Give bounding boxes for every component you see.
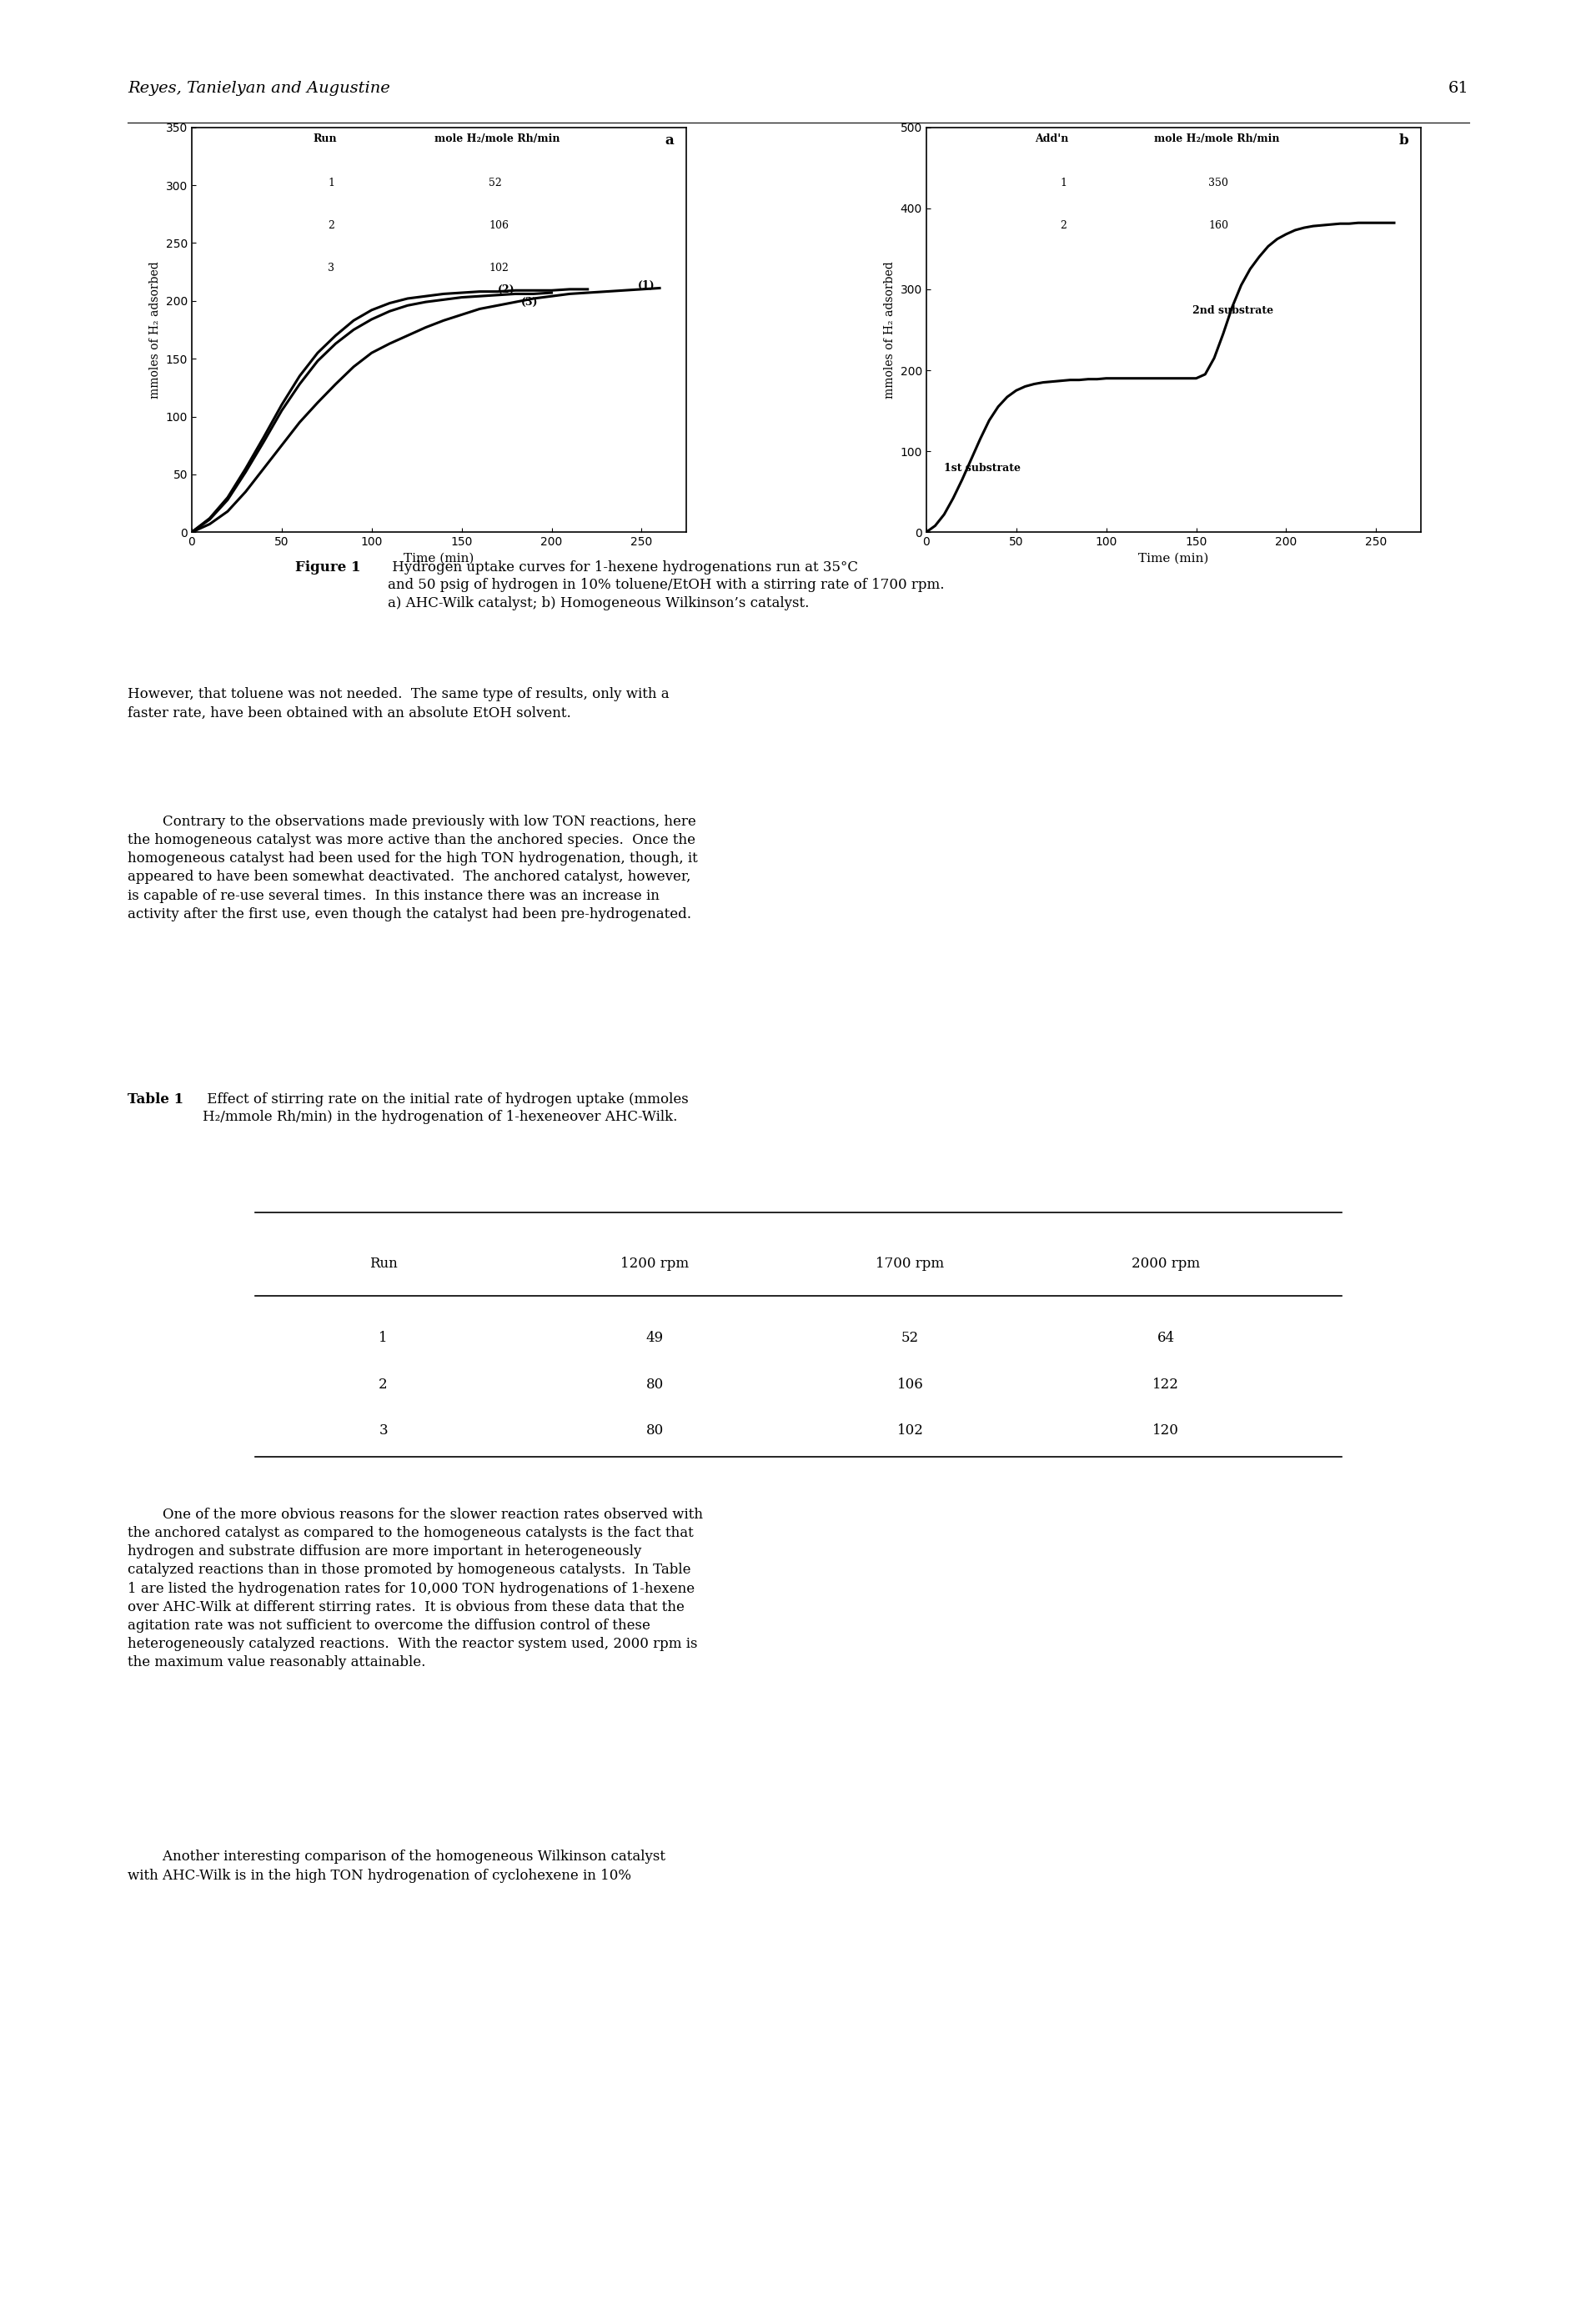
Text: a: a bbox=[666, 134, 674, 148]
Text: 3: 3 bbox=[327, 264, 334, 273]
Text: 1200 rpm: 1200 rpm bbox=[621, 1257, 688, 1270]
Text: 2: 2 bbox=[378, 1377, 388, 1391]
Text: However, that toluene was not needed.  The same type of results, only with a
fas: However, that toluene was not needed. Th… bbox=[128, 687, 669, 720]
Text: Table 1: Table 1 bbox=[128, 1092, 184, 1106]
Text: 350: 350 bbox=[1208, 178, 1227, 190]
Text: Run: Run bbox=[313, 134, 337, 143]
Y-axis label: mmoles of H₂ adsorbed: mmoles of H₂ adsorbed bbox=[883, 261, 895, 398]
Text: 1: 1 bbox=[327, 178, 334, 190]
Text: 1: 1 bbox=[1060, 178, 1066, 190]
Text: (1): (1) bbox=[638, 280, 654, 292]
Text: 3: 3 bbox=[378, 1423, 388, 1437]
Text: Run: Run bbox=[369, 1257, 397, 1270]
Text: 106: 106 bbox=[897, 1377, 922, 1391]
Text: 49: 49 bbox=[645, 1331, 664, 1344]
Y-axis label: mmoles of H₂ adsorbed: mmoles of H₂ adsorbed bbox=[148, 261, 161, 398]
Text: Another interesting comparison of the homogeneous Wilkinson catalyst
with AHC-Wi: Another interesting comparison of the ho… bbox=[128, 1849, 666, 1884]
Text: Contrary to the observations made previously with low TON reactions, here
the ho: Contrary to the observations made previo… bbox=[128, 815, 697, 921]
Text: 80: 80 bbox=[645, 1377, 664, 1391]
X-axis label: Time (min): Time (min) bbox=[404, 553, 474, 565]
Text: 120: 120 bbox=[1152, 1423, 1178, 1437]
Text: 2: 2 bbox=[1060, 220, 1066, 231]
Text: Figure 1: Figure 1 bbox=[295, 560, 361, 574]
X-axis label: Time (min): Time (min) bbox=[1138, 553, 1208, 565]
Text: 2: 2 bbox=[327, 220, 334, 231]
Text: Effect of stirring rate on the initial rate of hydrogen uptake (mmoles
H₂/mmole : Effect of stirring rate on the initial r… bbox=[203, 1092, 688, 1125]
Text: 52: 52 bbox=[488, 178, 501, 190]
Text: 2000 rpm: 2000 rpm bbox=[1132, 1257, 1199, 1270]
Text: 160: 160 bbox=[1208, 220, 1227, 231]
Text: (3): (3) bbox=[520, 296, 538, 308]
Text: Hydrogen uptake curves for 1-hexene hydrogenations run at 35°C
and 50 psig of hy: Hydrogen uptake curves for 1-hexene hydr… bbox=[388, 560, 945, 611]
Text: 64: 64 bbox=[1156, 1331, 1175, 1344]
Text: 1: 1 bbox=[378, 1331, 388, 1344]
Text: 1700 rpm: 1700 rpm bbox=[876, 1257, 943, 1270]
Text: 122: 122 bbox=[1152, 1377, 1178, 1391]
Text: 80: 80 bbox=[645, 1423, 664, 1437]
Text: mole H₂/mole Rh/min: mole H₂/mole Rh/min bbox=[1154, 134, 1278, 143]
Text: 1st substrate: 1st substrate bbox=[943, 463, 1020, 474]
Text: 102: 102 bbox=[488, 264, 508, 273]
Text: 2nd substrate: 2nd substrate bbox=[1192, 305, 1274, 317]
Text: b: b bbox=[1398, 134, 1408, 148]
Text: 61: 61 bbox=[1448, 81, 1468, 95]
Text: One of the more obvious reasons for the slower reaction rates observed with
the : One of the more obvious reasons for the … bbox=[128, 1506, 702, 1671]
Text: 102: 102 bbox=[897, 1423, 922, 1437]
Text: 52: 52 bbox=[900, 1331, 919, 1344]
Text: Reyes, Tanielyan and Augustine: Reyes, Tanielyan and Augustine bbox=[128, 81, 389, 95]
Text: (2): (2) bbox=[498, 285, 514, 296]
Text: 106: 106 bbox=[488, 220, 509, 231]
Text: mole H₂/mole Rh/min: mole H₂/mole Rh/min bbox=[434, 134, 559, 143]
Text: Add'n: Add'n bbox=[1034, 134, 1068, 143]
